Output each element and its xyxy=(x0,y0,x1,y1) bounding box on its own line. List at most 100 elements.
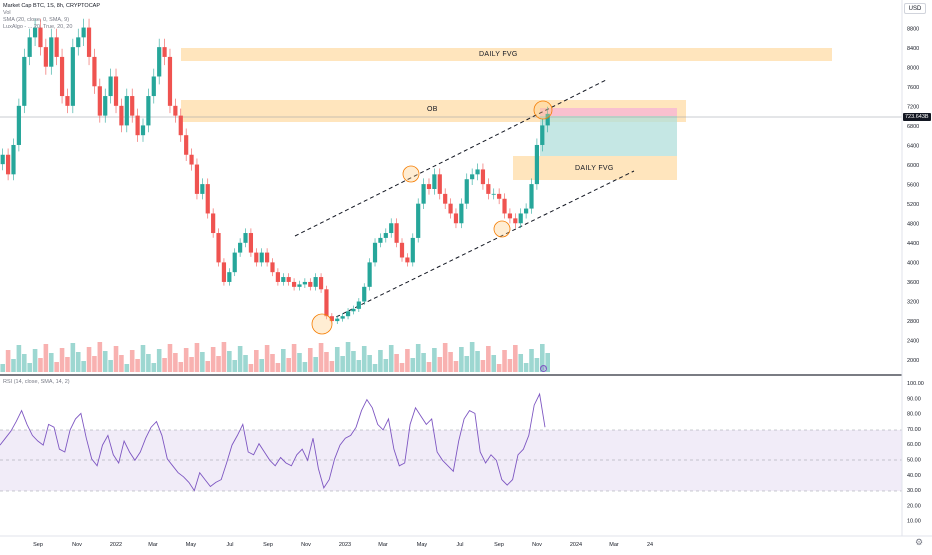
rsi-axis[interactable]: 100.00 90.00 80.00 70.00 60.00 50.00 40.00 30.0… xyxy=(907,381,924,525)
current-price-label: 723.643B xyxy=(903,113,931,121)
candle-body xyxy=(43,47,48,67)
price-tick-label: 4800 xyxy=(907,222,919,228)
volume-bar xyxy=(534,358,540,372)
volume-bar xyxy=(410,358,416,372)
volume-bar xyxy=(183,348,189,372)
candle-body xyxy=(173,105,178,116)
volume-bar xyxy=(502,350,507,372)
candle-body xyxy=(534,144,540,185)
volume-bar xyxy=(178,362,184,372)
volume-bar xyxy=(453,361,459,372)
candle-body xyxy=(443,193,448,204)
marker-circle-top[interactable] xyxy=(533,100,553,120)
candle-body xyxy=(324,289,329,317)
marker-circle-mid-high[interactable] xyxy=(402,165,420,183)
volume-bar xyxy=(232,360,238,372)
volume-bar xyxy=(464,356,470,372)
legend-vol: Vol xyxy=(3,10,11,16)
price-tick-label: 7200 xyxy=(907,105,919,111)
rsi-tick-label: 100.00 xyxy=(907,381,924,387)
time-tick-label: May xyxy=(186,542,197,548)
volume-bar xyxy=(529,349,534,372)
gear-icon[interactable]: ⚙ xyxy=(915,537,924,547)
currency-button[interactable]: USD xyxy=(904,3,926,14)
marker-circle-low[interactable] xyxy=(311,313,333,335)
target-icon[interactable]: ◎ xyxy=(540,365,547,372)
candle-body xyxy=(38,27,43,48)
volume-bar xyxy=(32,349,38,372)
daily-fvg-mid-label: DAILY FVG xyxy=(575,165,614,172)
chart-legend[interactable]: Market Cap BTC, 1S, 8h, CRYPTOCAP Vol SM… xyxy=(3,3,100,31)
candle-body xyxy=(22,56,27,106)
legend-sma: SMA (20, close, 0, SMA, 9) xyxy=(3,17,70,23)
volume-bar xyxy=(259,359,265,372)
sl-zone[interactable] xyxy=(540,108,677,116)
price-tick-label: 5600 xyxy=(907,183,919,189)
candle-body xyxy=(383,233,388,238)
volume-bar xyxy=(97,342,103,372)
tp-zone[interactable] xyxy=(540,116,677,156)
candle-body xyxy=(340,316,345,319)
candle-body xyxy=(189,154,194,165)
time-tick-label: Jul xyxy=(456,542,463,548)
candle-body xyxy=(502,198,507,214)
legend-title: Market Cap BTC, 1S, 8h, CRYPTOCAP xyxy=(3,3,100,9)
candle-body xyxy=(16,105,21,145)
ob-label: OB xyxy=(427,106,438,113)
rsi-line xyxy=(0,392,546,492)
candle-body xyxy=(453,213,459,224)
candle-body xyxy=(416,203,421,238)
volume-bar xyxy=(129,350,135,372)
daily-fvg-mid-zone[interactable] xyxy=(513,156,677,180)
candle-body xyxy=(232,252,237,273)
price-tick-label: 6000 xyxy=(907,163,919,169)
volume-bar xyxy=(140,345,146,372)
time-tick-label: Sep xyxy=(263,542,273,548)
volume-bar xyxy=(264,345,270,372)
candle-body xyxy=(480,169,486,185)
candle-body xyxy=(297,284,302,287)
candle-body xyxy=(389,223,394,234)
volume-bar xyxy=(491,355,497,372)
candle-body xyxy=(157,47,162,77)
daily-fvg-top-zone[interactable] xyxy=(181,48,832,61)
candle-body xyxy=(97,86,102,116)
volume-bar xyxy=(254,350,259,372)
candle-body xyxy=(367,262,372,287)
channel-upper-line[interactable] xyxy=(294,79,607,237)
candle-body xyxy=(151,76,156,97)
marker-circle-mid-low[interactable] xyxy=(493,220,511,238)
volume-bar xyxy=(270,354,275,372)
daily-fvg-top-label: DAILY FVG xyxy=(479,51,518,58)
candle-body xyxy=(362,286,367,302)
candle-body xyxy=(497,193,502,199)
volume-bar xyxy=(405,349,410,372)
candle-body xyxy=(470,174,475,180)
candle-body xyxy=(194,164,200,194)
volume-bar xyxy=(334,347,340,372)
candle-body xyxy=(405,257,410,263)
volume-bar xyxy=(383,359,389,372)
candle-body xyxy=(270,262,275,273)
volume-bar xyxy=(394,354,399,372)
candle-body xyxy=(432,174,437,189)
volume-bar xyxy=(507,359,513,372)
volume-bar xyxy=(518,354,524,372)
candle-body xyxy=(545,113,550,126)
time-tick-label: 2023 xyxy=(339,542,351,548)
time-tick-label: Sep xyxy=(33,542,43,548)
candle-body xyxy=(448,203,453,214)
time-axis[interactable]: Sep Nov 2022 Mar May Jul Sep Nov 2023 Mar May Jul Se… xyxy=(33,542,653,548)
candle-body xyxy=(227,272,232,282)
volume-bar xyxy=(227,351,232,372)
volume-bar xyxy=(442,343,448,372)
rsi-tick-label: 50.00 xyxy=(907,458,921,464)
volume-bar xyxy=(426,362,432,372)
channel-lower-line[interactable] xyxy=(329,170,635,321)
candle-body xyxy=(281,277,286,282)
rsi-tick-label: 80.00 xyxy=(907,412,921,418)
candle-body xyxy=(124,96,129,126)
candle-body xyxy=(81,27,86,38)
